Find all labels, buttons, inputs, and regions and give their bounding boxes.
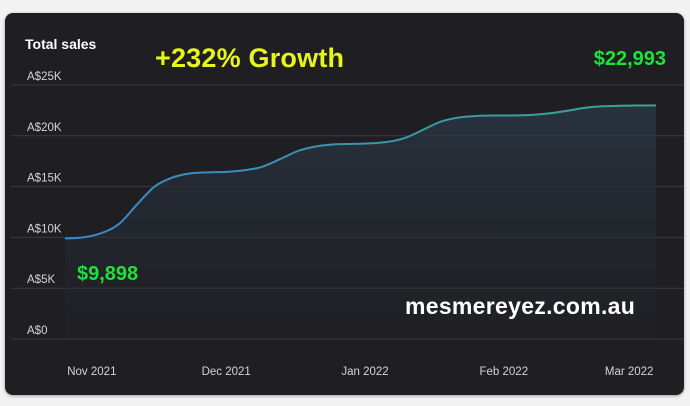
x-tick-label: Nov 2021 (67, 366, 116, 378)
y-tick-label: A$0 (27, 325, 47, 337)
x-tick-label: Dec 2021 (202, 366, 251, 378)
chart-title: Total sales (25, 36, 97, 52)
chart-card: A$0 A$5K A$10K A$15K A$20K A$25K Nov 2021 Dec … (5, 13, 684, 395)
x-tick-label: Mar 2022 (605, 366, 654, 378)
y-tick-label: A$15K (27, 173, 62, 185)
watermark-text: mesmereyez.com.au (405, 293, 636, 319)
x-tick-label: Feb 2022 (480, 366, 529, 378)
growth-headline: +232% Growth (155, 43, 345, 73)
series-line (64, 104, 657, 240)
area-fill (65, 105, 656, 340)
start-value-label: $9,898 (77, 263, 139, 285)
end-value-label: $22,993 (593, 48, 666, 70)
y-tick-label: A$20K (27, 122, 62, 134)
y-tick-label: A$10K (27, 223, 62, 235)
y-tick-label: A$5K (27, 274, 55, 286)
x-tick-label: Jan 2022 (341, 366, 388, 378)
y-tick-label: A$25K (27, 71, 62, 83)
chart-plot: A$0 A$5K A$10K A$15K A$20K A$25K Nov 2021 Dec … (11, 71, 684, 378)
